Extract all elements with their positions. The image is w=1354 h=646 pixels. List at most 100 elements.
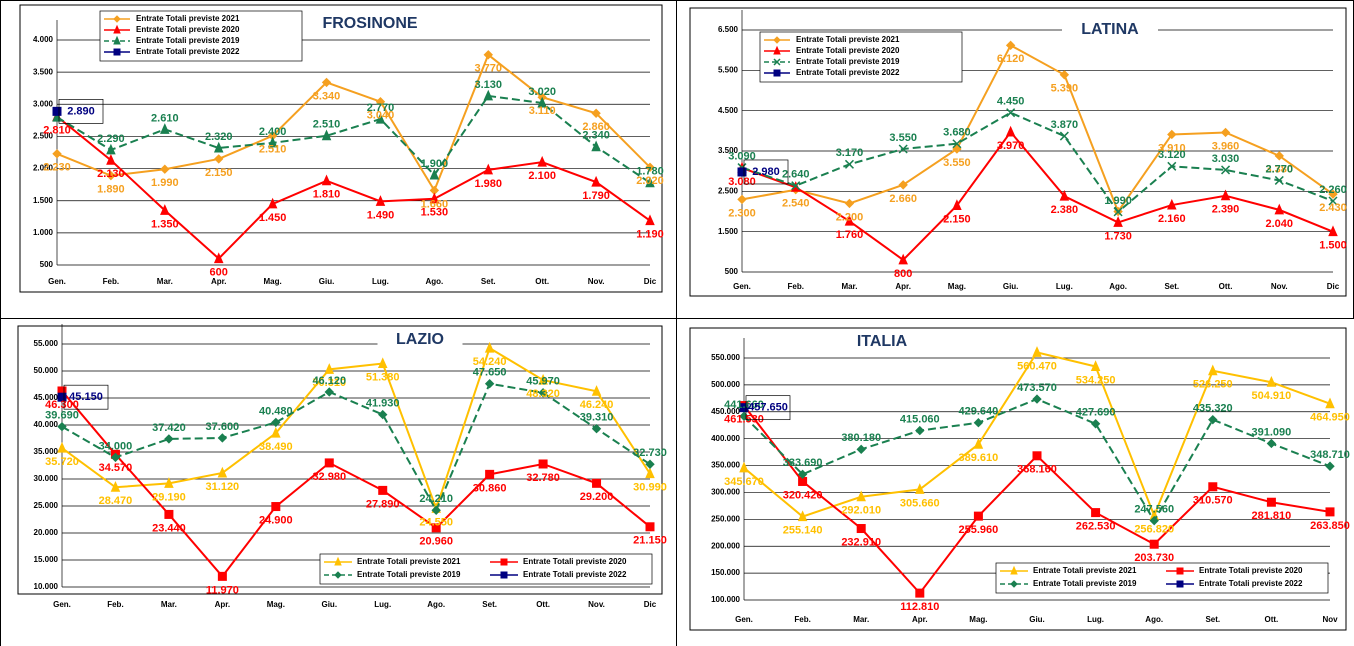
point [57, 441, 67, 453]
value-label: 2.610 [151, 112, 179, 124]
value-label: 50.310 [312, 377, 346, 389]
point [1325, 397, 1335, 409]
y-tick-label: 150.000 [711, 568, 740, 577]
value-label: 6.120 [997, 53, 1025, 65]
legend-box [759, 31, 963, 83]
value-label: 2.430 [1319, 202, 1347, 214]
point [217, 433, 228, 443]
value-label: 24.210 [419, 493, 453, 505]
series-line [56, 94, 651, 184]
point [973, 511, 983, 521]
point [537, 96, 547, 108]
y-tick-label: 3.000 [33, 99, 54, 108]
point [217, 466, 228, 478]
point [645, 522, 655, 532]
value-label: 203.730 [1134, 552, 1174, 564]
y-tick-label: 3.500 [718, 146, 739, 155]
legend-box [995, 562, 1329, 594]
value-label: 560.470 [1017, 360, 1057, 372]
x-tick-label: Mar. [853, 615, 869, 624]
value-label: 2.510 [313, 119, 341, 131]
value-label-box [58, 99, 104, 124]
value-label: 2.320 [205, 131, 233, 143]
point [52, 106, 62, 116]
point [1032, 346, 1042, 357]
x-tick-label: Lug. [1087, 615, 1104, 624]
x-tick-label: Gen. [733, 282, 751, 291]
value-label: 1.990 [1104, 195, 1132, 207]
x-tick-label: Mag. [267, 600, 285, 609]
x-tick-label: Nov. [588, 277, 605, 286]
point [591, 385, 602, 396]
y-tick-label: 500 [725, 267, 739, 276]
point [485, 469, 495, 479]
y-tick-label: 35.000 [34, 447, 59, 456]
point [1005, 40, 1016, 51]
value-label-box [745, 395, 791, 421]
value-label: 600 [210, 266, 228, 278]
x-tick-label: Ago. [1145, 615, 1163, 624]
legend-marker [1176, 567, 1184, 575]
value-label: 2.390 [1212, 204, 1240, 216]
point [1005, 125, 1016, 137]
value-label: 37.420 [152, 422, 186, 434]
chart-frame [19, 4, 663, 293]
point [737, 194, 747, 205]
point [429, 168, 440, 180]
point [898, 144, 908, 154]
point [844, 159, 854, 169]
x-tick-label: Dic [644, 600, 657, 609]
y-tick-label: 25.000 [34, 501, 59, 510]
value-label: 24.550 [419, 516, 453, 528]
legend-marker [334, 556, 342, 566]
value-label: 3.110 [529, 105, 556, 117]
point [110, 481, 121, 492]
point [106, 170, 116, 181]
point [214, 154, 224, 164]
y-tick-label: 20.000 [34, 528, 59, 537]
value-label: 2.150 [943, 213, 971, 225]
series-line [61, 390, 651, 578]
point [591, 424, 602, 434]
value-label: 46.300 [45, 399, 79, 411]
point [591, 140, 601, 152]
legend-marker [500, 558, 508, 566]
value-label: 320.420 [783, 489, 823, 501]
point [57, 392, 67, 402]
value-label: 30.860 [473, 482, 507, 494]
point [160, 204, 170, 215]
series-line [56, 115, 651, 260]
x-tick-label: Ago. [1109, 282, 1127, 291]
y-tick-label: 4.000 [33, 35, 54, 44]
value-label: 29.190 [152, 491, 186, 503]
chart-title: ITALIA [857, 333, 908, 350]
y-tick-label: 500.000 [711, 380, 740, 389]
point [483, 163, 494, 175]
legend-marker [1010, 580, 1018, 588]
legend-label: Entrate Totali previste 2022 [523, 570, 627, 579]
value-label: 1.530 [421, 207, 449, 219]
value-label: 3.960 [1212, 140, 1240, 152]
legend-marker [773, 45, 781, 55]
point [106, 153, 116, 165]
value-label: 435.320 [1193, 403, 1233, 415]
x-tick-label: Ott. [536, 600, 550, 609]
point [267, 136, 278, 148]
value-label: 3.550 [943, 157, 971, 169]
point [1274, 151, 1284, 161]
value-label: 20.960 [419, 536, 453, 548]
x-tick-label: Gen. [48, 277, 66, 286]
legend-label: Entrate Totali previste 2020 [523, 557, 627, 566]
x-tick-label: Ott. [535, 277, 549, 286]
value-label: 1.990 [151, 177, 179, 189]
value-label: 21.150 [633, 535, 667, 547]
value-label: 1.890 [97, 184, 125, 196]
value-label: 2.980 [752, 166, 780, 178]
value-label: 2.200 [836, 211, 864, 223]
legend-label: Entrate Totali previste 2020 [1199, 566, 1303, 575]
x-tick-label: Ott. [1219, 282, 1233, 291]
point [1274, 203, 1285, 215]
point [213, 252, 224, 264]
point [1149, 515, 1159, 526]
